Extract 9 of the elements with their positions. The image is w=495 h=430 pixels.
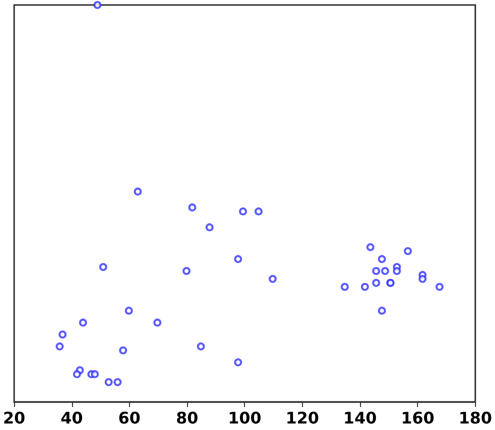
x-tick-label: 140	[343, 408, 377, 428]
x-tick-label: 180	[458, 408, 492, 428]
x-tick-label: 100	[228, 408, 262, 428]
x-tick-label: 160	[400, 408, 434, 428]
x-tick-label: 80	[176, 408, 198, 428]
x-tick-label: 120	[286, 408, 320, 428]
x-tick-label: 40	[60, 408, 83, 428]
x-tick-label: 20	[3, 408, 26, 428]
x-tick-label: 60	[118, 408, 141, 428]
